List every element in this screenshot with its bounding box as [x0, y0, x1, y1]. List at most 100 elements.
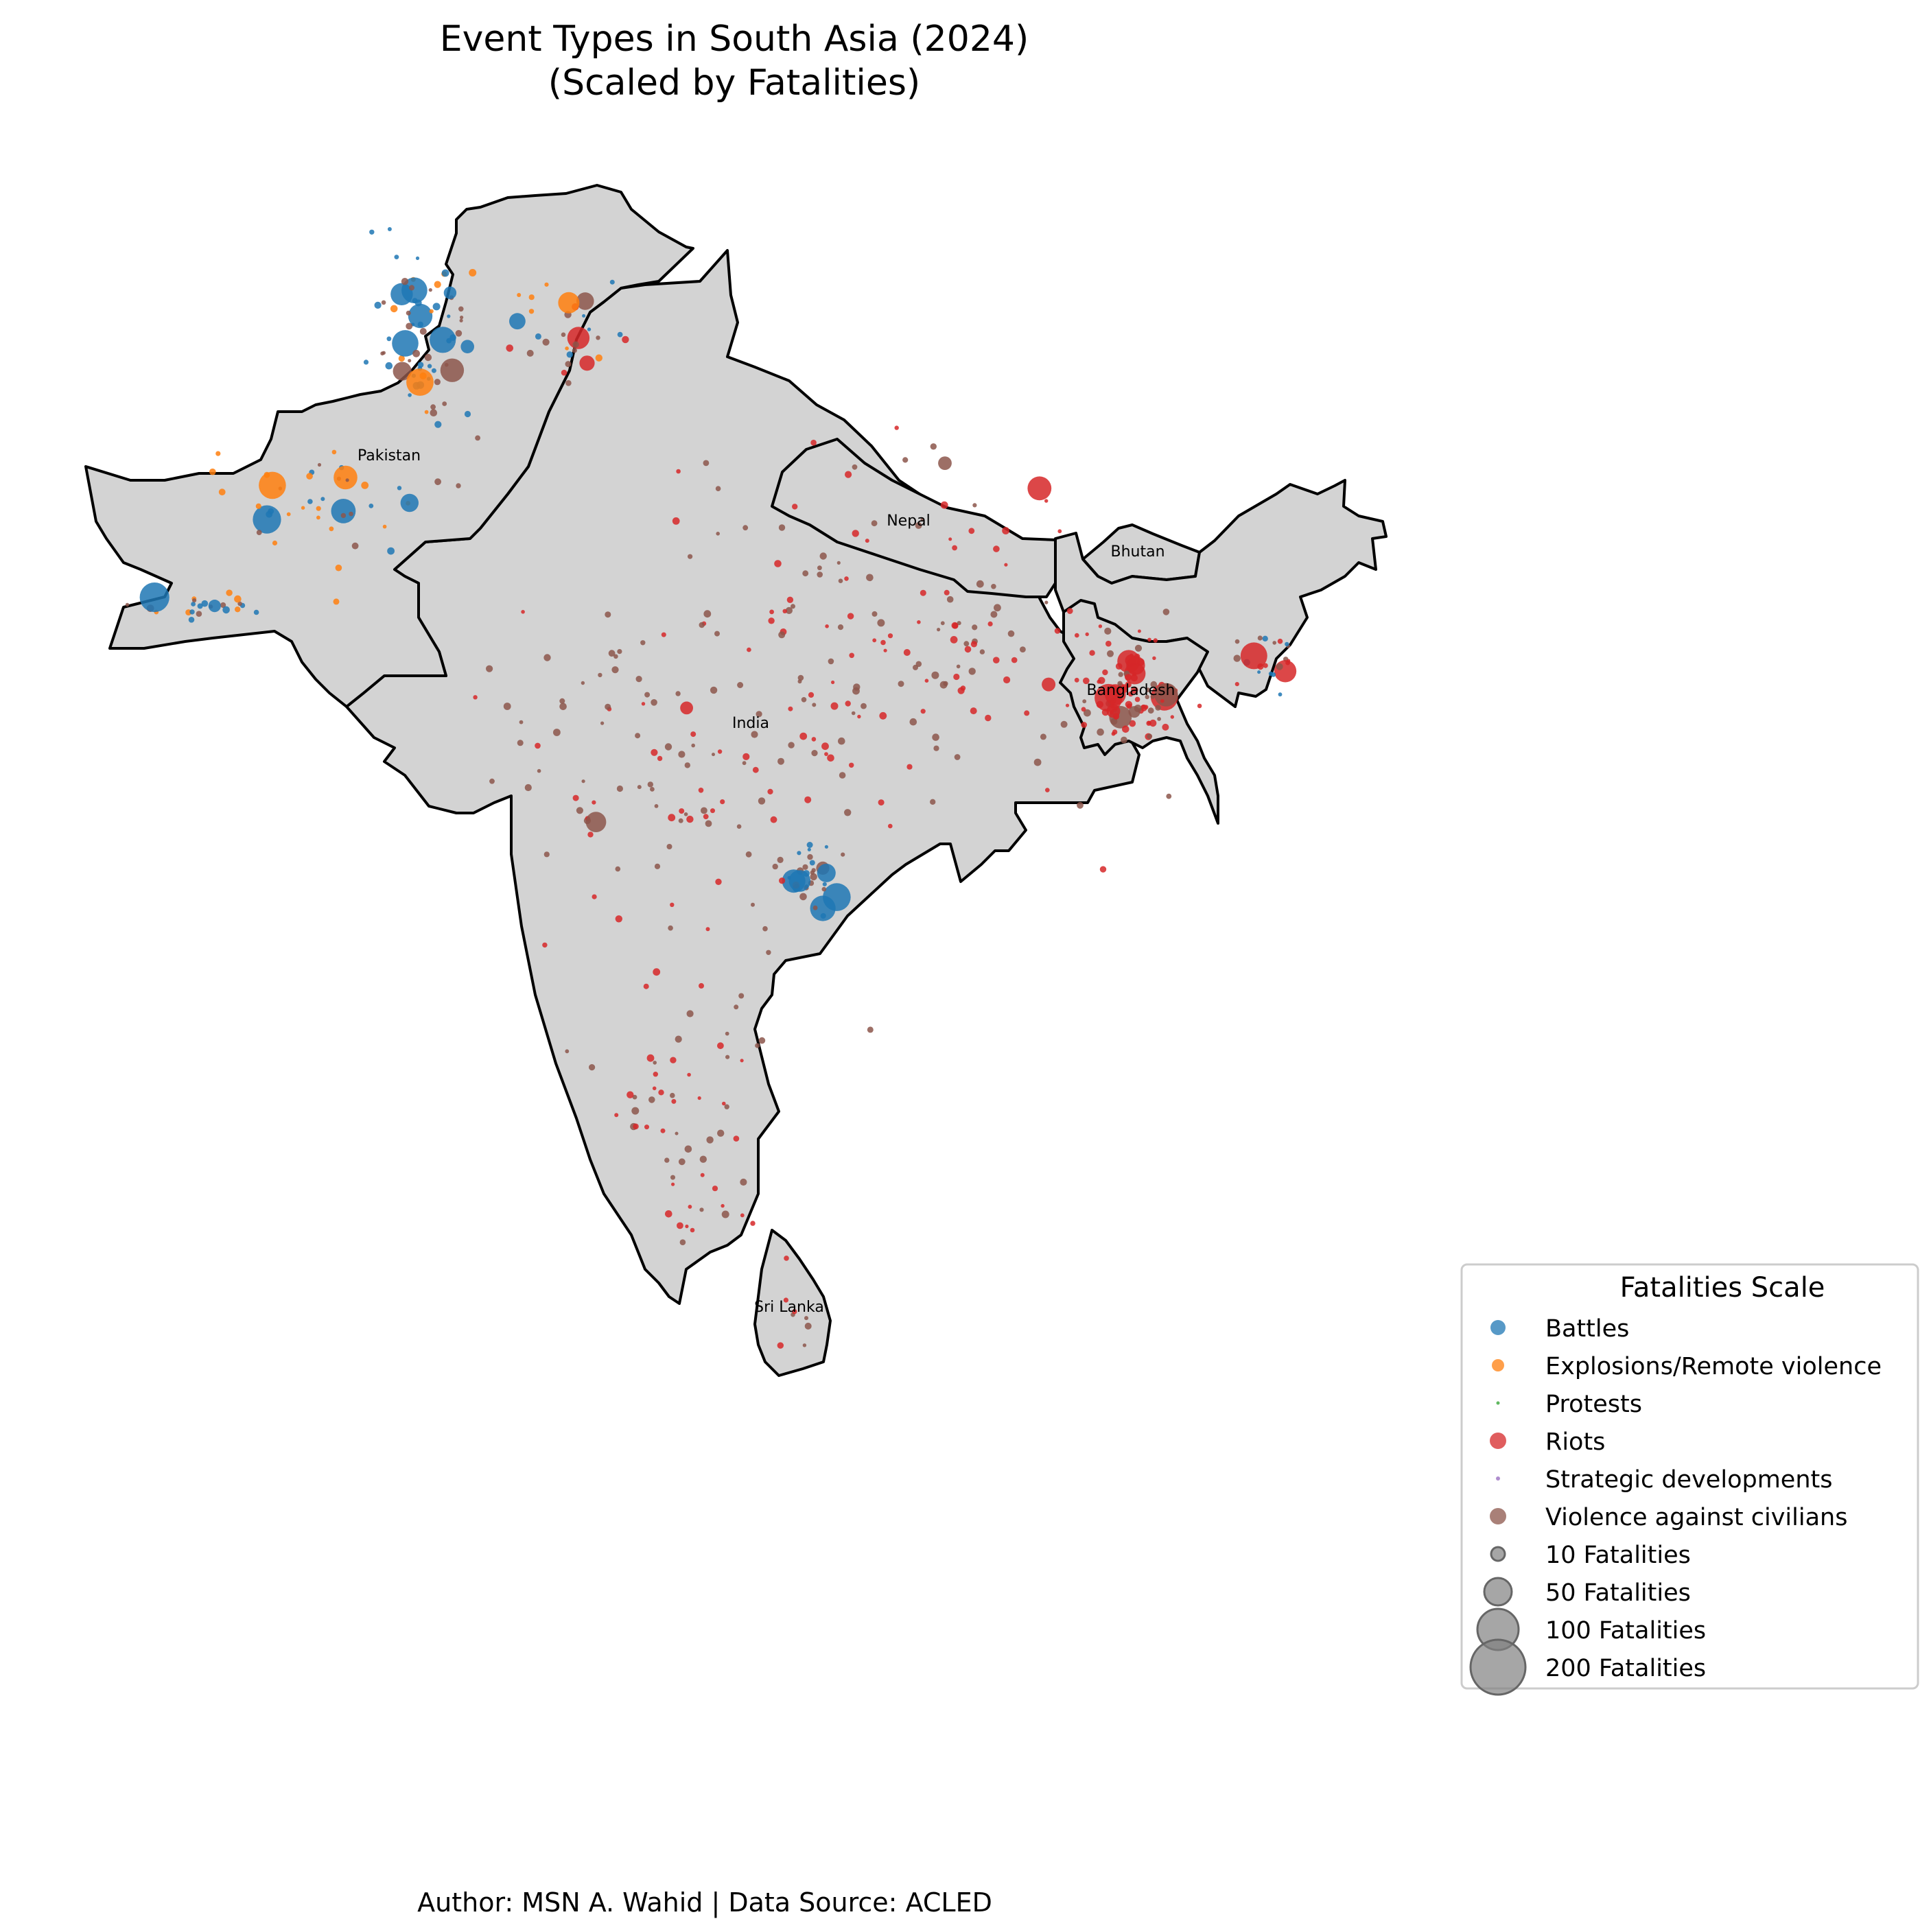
event-point-violence-civilians: [871, 520, 878, 527]
event-point-violence-civilians: [861, 703, 867, 709]
event-point-violence-civilians: [745, 851, 752, 858]
event-point-violence-civilians: [632, 1094, 637, 1100]
event-point-riots: [614, 1113, 619, 1118]
legend-marker-strategic: [1496, 1476, 1500, 1481]
event-point-riots: [903, 649, 911, 656]
event-point-riots: [646, 1054, 655, 1062]
event-point-battles: [191, 602, 196, 606]
event-point-battles: [824, 845, 828, 849]
event-point-riots: [1002, 527, 1009, 534]
event-point-riots: [894, 425, 899, 430]
event-point-riots: [742, 753, 750, 760]
event-point-violence-civilians: [740, 1178, 747, 1186]
event-point-riots: [1263, 663, 1268, 668]
event-point-riots: [1098, 624, 1103, 628]
event-point-violence-civilians: [937, 628, 941, 632]
event-point-riots: [721, 1203, 725, 1208]
event-point-violence-civilians: [317, 462, 322, 467]
event-point-riots: [924, 679, 929, 683]
event-point-riots: [633, 1123, 639, 1130]
event-point-battles: [415, 256, 420, 260]
event-point-riots: [879, 711, 887, 720]
event-point-riots: [865, 539, 869, 543]
country-labels: Pakistan India Nepal Bhutan Bangladesh S…: [358, 447, 1175, 1316]
event-point-riots: [712, 1186, 718, 1192]
event-point-battles: [1257, 670, 1261, 674]
country-label-bhutan: Bhutan: [1110, 543, 1165, 561]
event-point-riots: [1089, 650, 1095, 656]
event-point-explosions: [382, 524, 387, 529]
event-point-violence-civilians: [256, 530, 262, 535]
event-point-violence-civilians: [1155, 705, 1161, 711]
event-point-violence-civilians: [877, 619, 885, 627]
event-point-violence-civilians: [565, 1049, 570, 1054]
event-point-riots: [1137, 629, 1141, 633]
event-point-riots: [1130, 653, 1134, 657]
event-point-riots: [849, 762, 854, 768]
event-point-violence-civilians: [1157, 717, 1161, 721]
event-point-violence-civilians: [909, 718, 917, 726]
event-point-violence-civilians: [430, 404, 436, 410]
event-point-violence-civilians: [635, 676, 642, 683]
event-point-violence-civilians: [1154, 683, 1178, 707]
event-point-violence-civilians: [406, 310, 411, 316]
event-point-violence-civilians: [933, 745, 939, 751]
event-point-riots: [1125, 655, 1137, 667]
event-point-violence-civilians: [1121, 736, 1127, 744]
event-point-riots: [1024, 710, 1030, 716]
event-point-riots: [906, 764, 913, 770]
event-point-riots: [658, 1089, 664, 1096]
event-point-violence-civilians: [837, 624, 844, 631]
event-point-violence-civilians: [648, 1096, 655, 1103]
event-point-violence-civilians: [670, 1175, 675, 1180]
legend-size-marker-200: [1469, 1638, 1527, 1696]
legend-label-battles: Battles: [1545, 1315, 1629, 1343]
event-point-violence-civilians: [401, 278, 409, 285]
event-point-violence-civilians: [701, 807, 707, 814]
event-point-violence-civilians: [589, 1064, 596, 1071]
event-point-violence-civilians: [777, 856, 784, 863]
event-point-violence-civilians: [954, 754, 961, 760]
event-point-violence-civilians: [237, 601, 242, 606]
event-point-violence-civilians: [751, 731, 758, 738]
event-point-violence-civilians: [706, 1136, 714, 1144]
event-point-battles: [189, 609, 195, 615]
event-point-violence-civilians: [459, 318, 463, 322]
event-point-violence-civilians: [489, 778, 495, 784]
event-point-riots: [970, 641, 977, 648]
event-point-violence-civilians: [819, 552, 827, 560]
event-point-explosions: [226, 589, 233, 596]
event-point-violence-civilians: [703, 610, 712, 618]
event-point-riots: [698, 788, 704, 793]
event-point-riots: [521, 610, 525, 614]
event-point-battles: [253, 609, 259, 615]
event-point-riots: [1111, 731, 1116, 736]
event-point-riots: [473, 695, 478, 700]
event-point-riots: [1147, 637, 1151, 642]
event-point-riots: [641, 702, 646, 706]
event-point-riots: [651, 749, 658, 756]
event-point-riots: [1136, 658, 1145, 666]
event-point-riots: [774, 560, 782, 567]
event-point-explosions: [595, 354, 602, 362]
event-point-riots: [1112, 713, 1120, 720]
event-point-violence-civilians: [611, 666, 619, 674]
event-point-riots: [950, 636, 958, 644]
legend-marker-riots: [1490, 1433, 1506, 1449]
event-point-riots: [1153, 638, 1158, 643]
event-point-violence-civilians: [778, 631, 786, 639]
country-shapes: [84, 184, 1388, 1377]
event-point-battles: [582, 314, 586, 318]
event-point-violence-civilians: [915, 661, 922, 668]
event-point-violence-civilians: [1020, 646, 1026, 652]
event-point-violence-civilians: [615, 866, 621, 872]
event-point-violence-civilians: [797, 679, 802, 684]
event-point-riots: [1131, 686, 1138, 694]
event-point-riots: [1234, 682, 1239, 687]
event-point-violence-civilians: [653, 1061, 657, 1065]
event-point-riots: [1054, 628, 1061, 634]
event-point-violence-civilians: [576, 807, 584, 814]
event-point-violence-civilians: [1233, 655, 1241, 662]
event-point-riots: [687, 1072, 691, 1077]
event-point-violence-civilians: [1040, 733, 1046, 740]
